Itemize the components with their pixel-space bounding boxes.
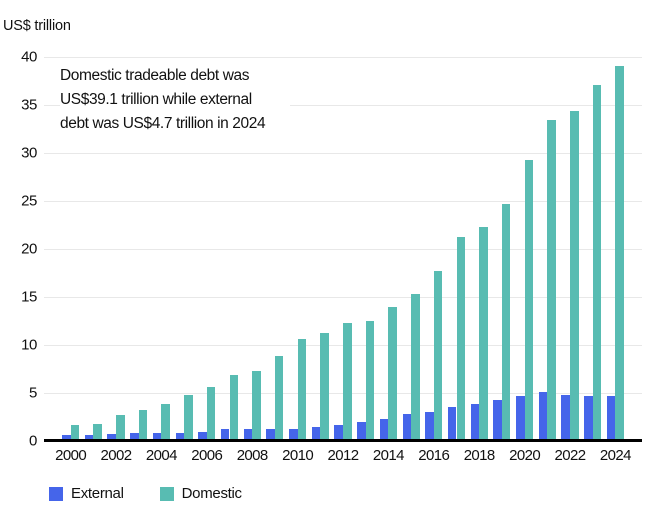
- bar-domestic-2006: [206, 387, 216, 441]
- plot-area: [44, 57, 642, 442]
- bar-external-2013: [357, 421, 366, 441]
- gridline-25: [44, 201, 642, 202]
- legend-item-external: External: [49, 485, 124, 502]
- bar-external-2022: [561, 394, 570, 441]
- bar-domestic-2017: [456, 237, 466, 441]
- bar-domestic-2007: [229, 374, 239, 441]
- x-tick-label-2006: 2006: [191, 447, 223, 464]
- bar-domestic-2012: [343, 322, 352, 441]
- legend-item-domestic: Domestic: [159, 485, 242, 502]
- x-tick-label-2016: 2016: [418, 447, 450, 464]
- bar-external-2005: [175, 433, 185, 441]
- bar-external-2009: [266, 429, 275, 441]
- gridline-40: [44, 57, 642, 58]
- bar-domestic-2016: [433, 271, 443, 441]
- legend-label-domestic: Domestic: [181, 485, 242, 502]
- y-tick-label-30: 30: [21, 144, 37, 162]
- y-axis: 0 5 10 15 20 25 30 35 40: [0, 50, 37, 449]
- bar-external-2019: [493, 399, 502, 441]
- y-tick-label-0: 0: [29, 432, 37, 450]
- bar-domestic-2014: [388, 306, 397, 441]
- bar-domestic-2000: [70, 424, 80, 441]
- bar-external-2023: [584, 395, 593, 441]
- bar-domestic-2008: [252, 370, 261, 441]
- bar-external-2024: [606, 395, 616, 441]
- x-tick-label-2018: 2018: [463, 447, 496, 464]
- bar-external-2014: [379, 418, 389, 441]
- bar-domestic-2021: [547, 120, 556, 441]
- y-tick-label-25: 25: [21, 192, 37, 210]
- bar-external-2006: [198, 432, 207, 441]
- y-tick-label-20: 20: [21, 240, 37, 258]
- bar-external-2002: [107, 434, 116, 441]
- x-tick-label-2014: 2014: [372, 447, 405, 464]
- y-tick-label-40: 40: [21, 48, 37, 66]
- bar-domestic-2013: [365, 321, 375, 441]
- bar-domestic-2020: [524, 159, 534, 441]
- y-tick-label-10: 10: [21, 336, 37, 354]
- annotation: Domestic tradeable debt was US$39.1 tril…: [60, 64, 290, 136]
- x-tick-label-2000: 2000: [55, 447, 87, 464]
- bar-domestic-2015: [411, 294, 420, 441]
- x-tick-label-2024: 2024: [599, 447, 632, 464]
- bar-domestic-2009: [274, 355, 284, 441]
- x-tick-label-2004: 2004: [145, 447, 178, 464]
- y-axis-unit-label: US$ trillion: [3, 18, 71, 34]
- bar-domestic-2018: [479, 226, 488, 441]
- x-tick-label-2022: 2022: [554, 447, 587, 464]
- bar-external-2020: [516, 395, 525, 441]
- bar-domestic-2019: [501, 203, 511, 441]
- bar-domestic-2005: [184, 394, 193, 441]
- x-tick-label-2002: 2002: [100, 447, 133, 464]
- bar-domestic-2003: [138, 410, 148, 441]
- bar-external-2000: [62, 435, 71, 441]
- y-tick-label-5: 5: [29, 384, 37, 402]
- bar-external-2017: [447, 407, 457, 441]
- bar-external-2001: [84, 435, 94, 441]
- bar-external-2011: [311, 426, 321, 441]
- x-tick-label-2020: 2020: [509, 447, 541, 464]
- bar-domestic-2004: [161, 403, 170, 441]
- x-axis: 2000 2002 2004 2006 2008 2010 2012 2014 2016 2018…: [44, 448, 642, 468]
- bar-domestic-2023: [592, 84, 602, 441]
- x-tick-label-2012: 2012: [327, 447, 360, 464]
- x-tick-label-2008: 2008: [236, 447, 269, 464]
- bar-domestic-2002: [116, 415, 125, 441]
- bar-external-2012: [334, 424, 343, 441]
- y-tick-label-15: 15: [21, 288, 37, 306]
- gridline-30: [44, 153, 642, 154]
- bar-domestic-2010: [297, 339, 307, 441]
- y-tick-label-35: 35: [21, 96, 37, 114]
- bar-domestic-2001: [93, 423, 102, 441]
- x-tick-label-2010: 2010: [282, 447, 314, 464]
- bar-external-2018: [470, 403, 480, 441]
- bar-external-2007: [220, 429, 230, 441]
- legend: External Domestic: [49, 485, 242, 502]
- external-legend-swatch: [49, 486, 63, 501]
- bar-external-2010: [289, 428, 298, 441]
- bar-external-2021: [538, 392, 548, 441]
- gridline-20: [44, 249, 642, 250]
- bar-external-2003: [130, 433, 139, 441]
- bar-external-2004: [152, 433, 162, 441]
- x-axis-line: [44, 439, 642, 442]
- domestic-legend-swatch: [159, 486, 174, 501]
- bar-external-2008: [243, 429, 253, 441]
- bar-domestic-2011: [320, 332, 329, 441]
- legend-label-external: External: [71, 485, 124, 502]
- gridline-35: [44, 105, 642, 106]
- bar-domestic-2024: [615, 65, 624, 441]
- bar-external-2015: [402, 414, 412, 441]
- bar-domestic-2022: [570, 110, 579, 441]
- bar-external-2016: [425, 412, 434, 441]
- gridline-15: [44, 297, 642, 298]
